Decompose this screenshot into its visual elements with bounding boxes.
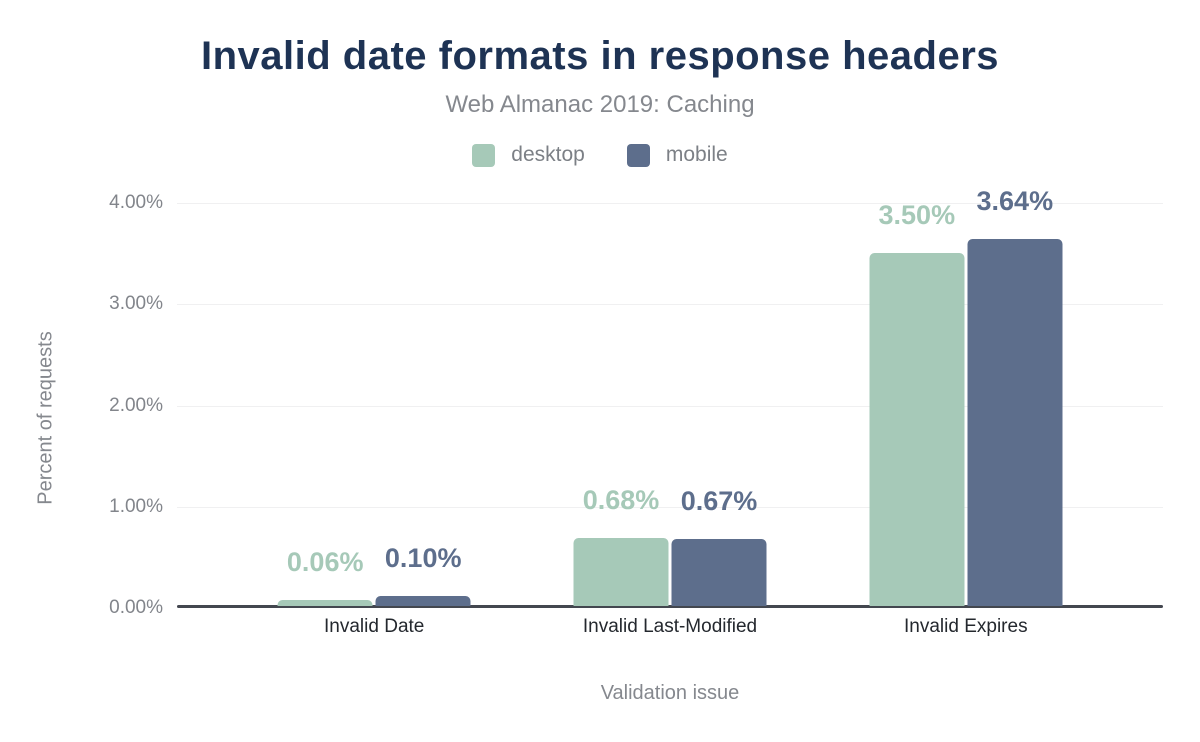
- bar-group-invalid-date: 0.06% 0.10%: [277, 203, 471, 606]
- y-tick-4: 4.00%: [109, 192, 163, 213]
- bar-desktop-invalid-last-modified: 0.68%: [573, 486, 669, 606]
- legend-item-mobile: mobile: [626, 143, 728, 167]
- bar-mobile-invalid-date: 0.10%: [375, 544, 471, 606]
- y-tick-0: 0.00%: [109, 597, 163, 618]
- desktop-swatch-icon: [472, 143, 496, 167]
- bar-desktop-invalid-expires: 3.50%: [869, 202, 965, 606]
- bar-value-label-desktop-invalid-date: 0.06%: [286, 546, 364, 577]
- bar-value-label-desktop-invalid-last-modified: 0.68%: [582, 484, 660, 515]
- legend-label-mobile: mobile: [665, 143, 728, 166]
- legend: desktop mobile: [0, 143, 1200, 167]
- gridline-4pct: [177, 203, 1163, 204]
- bar-value-label-mobile-invalid-date: 0.10%: [384, 542, 462, 573]
- bar-mobile-invalid-last-modified: 0.67%: [671, 487, 767, 606]
- gridline-3pct: [177, 304, 1163, 306]
- x-axis-line: [177, 605, 1163, 608]
- legend-item-desktop: desktop: [472, 143, 585, 167]
- legend-label-desktop: desktop: [511, 143, 585, 166]
- x-axis-category-labels: Invalid Date Invalid Last-Modified Inval…: [177, 616, 1163, 640]
- category-label-invalid-last-modified: Invalid Last-Modified: [582, 616, 758, 637]
- bar-desktop-invalid-date: 0.06%: [277, 548, 373, 606]
- chart-subtitle: Web Almanac 2019: Caching: [445, 91, 755, 118]
- category-label-invalid-expires: Invalid Expires: [904, 616, 1028, 637]
- gridline-2pct: [177, 405, 1163, 407]
- plot-area: 0.06% 0.10% 0.68% 0.67% 3.50% 3.64%: [177, 188, 1163, 608]
- y-tick-1: 1.00%: [109, 495, 163, 517]
- bar-value-label-mobile-invalid-expires: 3.64%: [976, 186, 1054, 217]
- mobile-swatch-icon: [626, 143, 650, 167]
- x-axis-title: Validation issue: [600, 682, 740, 704]
- category-label-invalid-date: Invalid Date: [324, 616, 425, 637]
- gridline-1pct: [177, 506, 1163, 508]
- y-tick-2: 2.00%: [109, 394, 163, 416]
- bar-group-invalid-expires: 3.50% 3.64%: [869, 188, 1063, 606]
- y-tick-3: 3.00%: [109, 293, 163, 315]
- bar-value-label-mobile-invalid-last-modified: 0.67%: [680, 485, 758, 516]
- bar-mobile-invalid-expires: 3.64%: [967, 188, 1063, 606]
- chart-title: Invalid date formats in response headers: [200, 34, 1000, 78]
- bar-value-label-desktop-invalid-expires: 3.50%: [878, 200, 956, 231]
- y-axis-tick-labels: 4.00% 3.00% 2.00% 1.00% 0.00%: [0, 192, 163, 618]
- bar-group-invalid-last-modified: 0.68% 0.67%: [573, 203, 767, 606]
